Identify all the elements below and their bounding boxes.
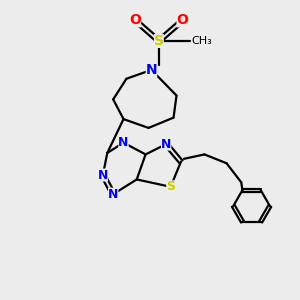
Text: S: S [154, 34, 164, 48]
Text: O: O [129, 14, 141, 27]
Text: N: N [108, 188, 119, 201]
Text: N: N [98, 169, 108, 182]
Text: O: O [176, 14, 188, 27]
Text: N: N [161, 138, 171, 151]
Text: S: S [166, 180, 175, 193]
Text: CH₃: CH₃ [191, 36, 212, 46]
Text: N: N [118, 136, 129, 149]
Text: N: N [146, 63, 157, 77]
